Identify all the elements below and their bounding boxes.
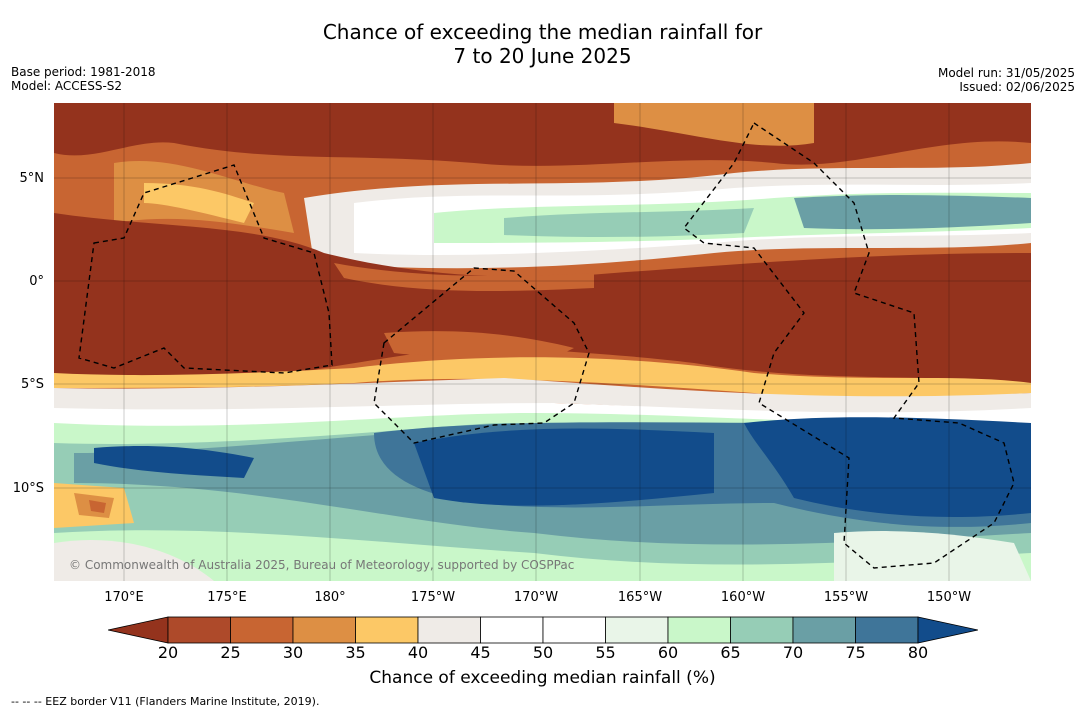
issued-date: Issued: 02/06/2025 xyxy=(959,80,1075,94)
colorbar-tick-label: 45 xyxy=(470,643,491,662)
lon-label-175w: 175°W xyxy=(410,590,456,605)
colorbar-swatch xyxy=(417,616,481,644)
colorbar-tick-label: 65 xyxy=(720,643,741,662)
colorbar-tick-label: 60 xyxy=(657,643,679,662)
colorbar-swatch xyxy=(730,616,794,644)
colorbar-tick-label: 30 xyxy=(282,643,304,662)
colorbar-swatch xyxy=(605,616,669,644)
colorbar-label: Chance of exceeding median rainfall (%) xyxy=(369,668,716,688)
lon-label-170e: 170°E xyxy=(104,590,144,605)
colorbar-arrow-high xyxy=(917,616,978,644)
colorbar-tick-label: 20 xyxy=(157,643,179,662)
lon-label-175e: 175°E xyxy=(207,590,247,605)
lon-label-165w: 165°W xyxy=(617,590,663,605)
colorbar-swatch xyxy=(355,616,419,644)
colorbar-swatch xyxy=(230,616,294,644)
colorbar-tick-label: 75 xyxy=(845,643,866,662)
lon-label-150w: 150°W xyxy=(926,590,972,605)
colorbar-tick-label: 80 xyxy=(907,643,929,662)
model-run: Model run: 31/05/2025 xyxy=(937,66,1075,80)
colorbar-swatch xyxy=(792,616,856,644)
eez-legend: -- -- -- EEZ border V11 (Flanders Marine… xyxy=(11,695,320,708)
run-info: Model run: 31/05/2025 Issued: 02/06/2025 xyxy=(938,66,1075,94)
copyright-notice: © Commonwealth of Australia 2025, Bureau… xyxy=(69,558,575,572)
lon-label-155w: 155°W xyxy=(823,590,869,605)
lat-label-10s: 10°S xyxy=(12,481,44,496)
colorbar-arrow-low xyxy=(108,616,169,644)
lon-label-160w: 160°W xyxy=(720,590,766,605)
colorbar-swatch xyxy=(167,616,231,644)
colorbar-tick-label: 25 xyxy=(220,643,241,662)
colorbar-tick-label: 70 xyxy=(782,643,804,662)
model-name: Model: ACCESS-S2 xyxy=(11,79,123,93)
colorbar-swatch xyxy=(667,616,731,644)
colorbar-swatch xyxy=(480,616,544,644)
title-line-1: Chance of exceeding the median rainfall … xyxy=(322,20,763,44)
colorbar-tick-label: 35 xyxy=(345,643,366,662)
map-title: Chance of exceeding the median rainfall … xyxy=(0,20,1085,68)
colorbar-tick-label: 40 xyxy=(407,643,429,662)
colorbar-swatch xyxy=(855,616,919,644)
colorbar-tick-label: 50 xyxy=(532,643,554,662)
colorbar xyxy=(108,616,978,644)
lat-label-5s: 5°S xyxy=(20,377,44,392)
lon-label-170w: 170°W xyxy=(513,590,559,605)
colorbar-tick-label: 55 xyxy=(595,643,616,662)
lon-label-180: 180° xyxy=(314,590,346,605)
lat-label-0: 0° xyxy=(29,274,44,289)
base-info: Base period: 1981-2018 Model: ACCESS-S2 xyxy=(11,65,156,93)
base-period: Base period: 1981-2018 xyxy=(11,65,156,79)
colorbar-swatch xyxy=(542,616,606,644)
rainfall-map xyxy=(54,103,1031,581)
lat-label-5n: 5°N xyxy=(19,171,45,186)
title-line-2: 7 to 20 June 2025 xyxy=(453,44,632,68)
colorbar-swatch xyxy=(292,616,356,644)
